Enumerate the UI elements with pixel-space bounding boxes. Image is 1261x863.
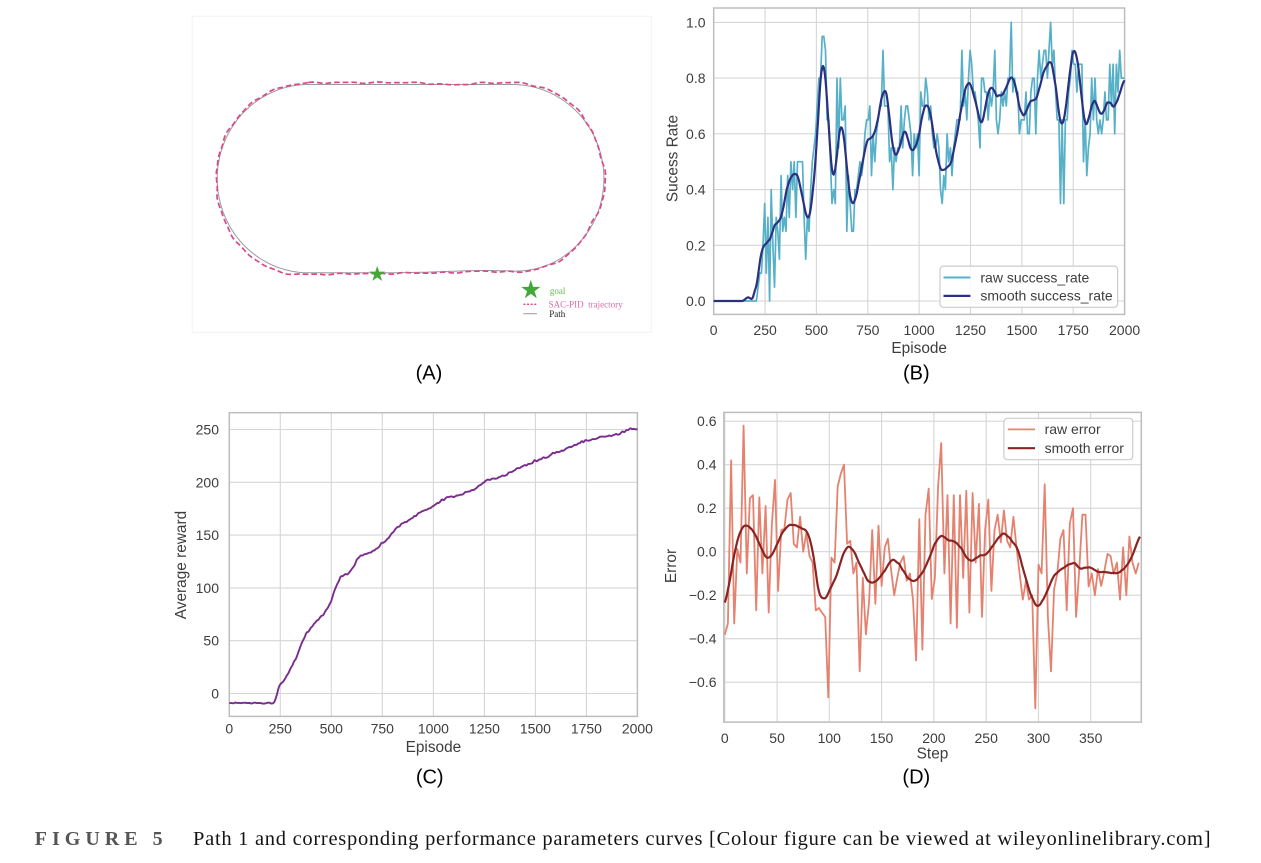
svg-text:1750: 1750	[1058, 322, 1089, 338]
svg-text:raw error: raw error	[1045, 421, 1101, 437]
svg-text:0.8: 0.8	[686, 70, 706, 86]
svg-text:1000: 1000	[418, 721, 449, 737]
svg-text:350: 350	[1079, 730, 1103, 746]
svg-text:0: 0	[721, 730, 729, 746]
svg-text:0.6: 0.6	[697, 413, 717, 429]
svg-text:2000: 2000	[622, 721, 653, 737]
svg-text:300: 300	[1027, 730, 1051, 746]
svg-text:250: 250	[753, 322, 777, 338]
svg-text:0.0: 0.0	[697, 544, 717, 560]
svg-text:Error: Error	[663, 549, 680, 583]
svg-text:(B): (B)	[903, 363, 930, 385]
svg-text:750: 750	[856, 322, 880, 338]
svg-text:0.2: 0.2	[697, 500, 717, 516]
svg-text:−0.6: −0.6	[689, 674, 717, 690]
svg-text:Path: Path	[549, 309, 566, 319]
svg-text:1500: 1500	[1006, 322, 1037, 338]
svg-text:Path 1 and corresponding perfo: Path 1 and corresponding performance par…	[193, 828, 1211, 850]
svg-text:1.0: 1.0	[686, 14, 706, 30]
svg-text:200: 200	[196, 474, 220, 490]
svg-text:0.4: 0.4	[697, 457, 717, 473]
svg-text:100: 100	[196, 580, 220, 596]
svg-text:2000: 2000	[1109, 322, 1140, 338]
svg-text:(A): (A)	[416, 363, 443, 385]
svg-text:1250: 1250	[955, 322, 986, 338]
svg-text:0: 0	[710, 322, 718, 338]
svg-text:750: 750	[371, 721, 395, 737]
svg-text:500: 500	[320, 721, 344, 737]
svg-text:SAC-PID trajectory: SAC-PID trajectory	[549, 299, 623, 309]
svg-text:1250: 1250	[469, 721, 500, 737]
svg-text:−0.4: −0.4	[689, 631, 717, 647]
svg-text:250: 250	[196, 422, 220, 438]
svg-text:50: 50	[203, 633, 219, 649]
svg-text:0.6: 0.6	[686, 126, 706, 142]
svg-text:0.2: 0.2	[686, 237, 706, 253]
svg-text:Episode: Episode	[891, 340, 947, 357]
svg-text:Step: Step	[917, 745, 949, 762]
svg-text:Average reward: Average reward	[173, 511, 190, 619]
svg-text:raw success_rate: raw success_rate	[980, 269, 1089, 285]
svg-text:100: 100	[818, 730, 842, 746]
svg-text:(D): (D)	[902, 767, 930, 789]
svg-text:200: 200	[922, 730, 946, 746]
svg-text:smooth success_rate: smooth success_rate	[980, 288, 1112, 304]
svg-text:1750: 1750	[571, 721, 602, 737]
svg-text:Episode: Episode	[406, 739, 462, 756]
svg-text:0: 0	[225, 721, 233, 737]
svg-text:250: 250	[269, 721, 293, 737]
svg-text:150: 150	[870, 730, 894, 746]
svg-text:50: 50	[769, 730, 785, 746]
svg-text:250: 250	[975, 730, 999, 746]
svg-text:1500: 1500	[520, 721, 551, 737]
svg-text:150: 150	[196, 527, 220, 543]
svg-text:0.0: 0.0	[686, 293, 706, 309]
svg-text:(C): (C)	[416, 767, 444, 789]
svg-text:0: 0	[211, 686, 219, 702]
svg-text:1000: 1000	[904, 322, 935, 338]
svg-text:smooth error: smooth error	[1045, 440, 1125, 456]
svg-text:500: 500	[805, 322, 829, 338]
svg-text:goal: goal	[550, 286, 566, 296]
svg-text:Sucess Rate: Sucess Rate	[665, 115, 682, 202]
svg-text:−0.2: −0.2	[689, 587, 717, 603]
svg-text:FIGURE 5: FIGURE 5	[35, 828, 168, 850]
svg-text:0.4: 0.4	[686, 182, 706, 198]
